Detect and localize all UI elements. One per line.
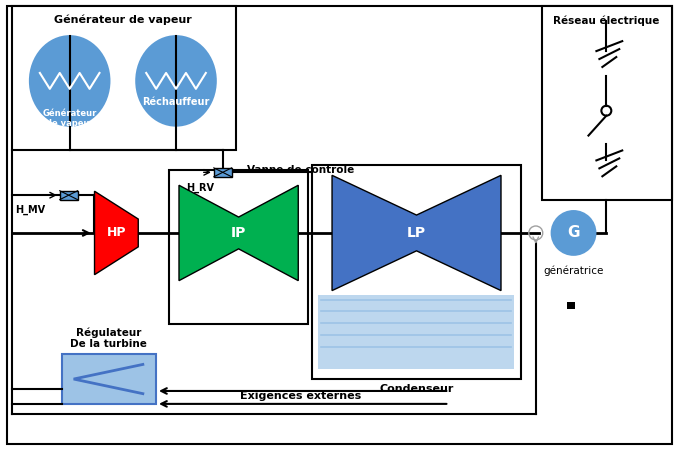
Ellipse shape bbox=[30, 36, 109, 126]
Bar bbox=[542, 6, 672, 200]
Circle shape bbox=[551, 211, 595, 255]
Polygon shape bbox=[179, 185, 298, 281]
Text: Vanne de contrôle: Vanne de contrôle bbox=[246, 165, 354, 176]
Text: Générateur
de vapeur: Générateur de vapeur bbox=[43, 109, 97, 128]
Text: H_RV: H_RV bbox=[186, 182, 214, 193]
Ellipse shape bbox=[136, 36, 216, 126]
Bar bbox=[318, 295, 514, 369]
Text: Réchauffeur: Réchauffeur bbox=[143, 97, 210, 107]
Bar bbox=[62, 354, 156, 404]
Bar bbox=[566, 302, 574, 310]
Bar bbox=[60, 191, 77, 200]
Bar bbox=[214, 168, 232, 177]
Text: HP: HP bbox=[107, 226, 126, 239]
Text: IP: IP bbox=[231, 226, 246, 240]
Text: H_MV: H_MV bbox=[15, 205, 45, 216]
Text: LP: LP bbox=[407, 226, 426, 240]
Text: Réseau électrique: Réseau électrique bbox=[553, 15, 659, 26]
Bar bbox=[12, 6, 236, 150]
Text: Générateur de vapeur: Générateur de vapeur bbox=[54, 14, 192, 25]
Bar bbox=[312, 165, 521, 379]
Polygon shape bbox=[332, 176, 501, 291]
Polygon shape bbox=[94, 191, 139, 274]
Text: G: G bbox=[567, 225, 580, 240]
Bar bbox=[169, 171, 308, 324]
Text: Condenseur: Condenseur bbox=[380, 384, 454, 394]
Text: Exigences externes: Exigences externes bbox=[240, 391, 361, 401]
Text: Régulateur
De la turbine: Régulateur De la turbine bbox=[70, 327, 147, 349]
Text: génératrice: génératrice bbox=[543, 266, 604, 276]
